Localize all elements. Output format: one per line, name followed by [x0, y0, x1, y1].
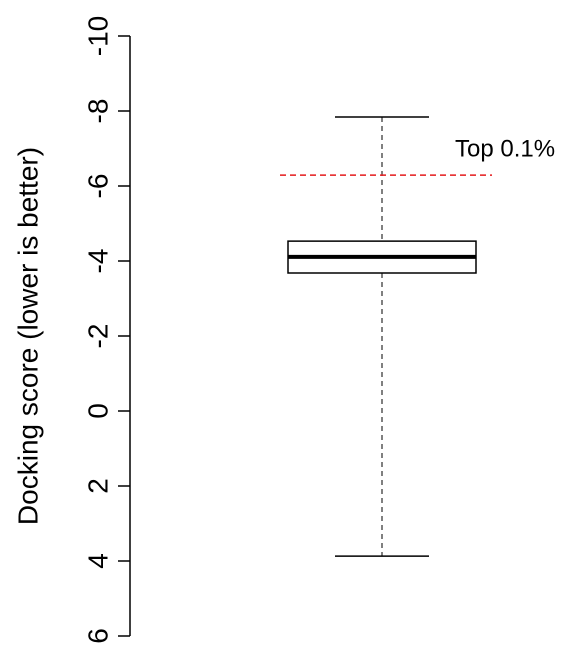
reference-label: Top 0.1%	[455, 135, 555, 162]
y-tick-label: -10	[82, 16, 113, 56]
y-axis-title: Docking score (lower is better)	[12, 147, 43, 525]
y-tick-label: 0	[82, 403, 113, 419]
y-tick-label: -8	[82, 99, 113, 124]
y-tick-label: -2	[82, 324, 113, 349]
y-tick-label: 4	[82, 553, 113, 569]
y-tick-label: 2	[82, 478, 113, 494]
y-tick-label: 6	[82, 628, 113, 644]
y-tick-label: -4	[82, 249, 113, 274]
y-tick-label: -6	[82, 174, 113, 199]
